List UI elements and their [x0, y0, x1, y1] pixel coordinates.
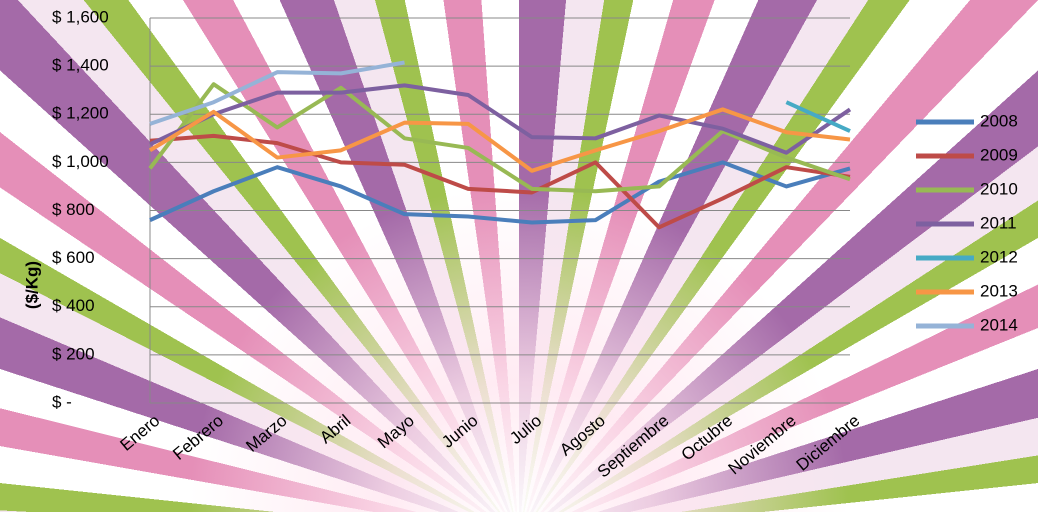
y-tick-label: $ 1,000	[52, 152, 109, 171]
x-tick-label: Abril	[316, 411, 354, 447]
legend-label: 2010	[980, 179, 1018, 198]
y-tick-label: $ 400	[52, 296, 95, 315]
x-tick-label: Febrero	[169, 411, 227, 464]
y-tick-label: $ 1,200	[52, 104, 109, 123]
y-tick-label: $ 600	[52, 248, 95, 267]
y-tick-label: $ 800	[52, 200, 95, 219]
y-tick-label: $ -	[52, 392, 72, 411]
y-tick-label: $ 1,400	[52, 56, 109, 75]
y-tick-label: $ 200	[52, 344, 95, 363]
x-tick-label: Agosto	[556, 411, 609, 460]
series-line	[785, 100, 851, 133]
series-line	[149, 133, 851, 230]
x-tick-label: Noviembre	[725, 411, 800, 478]
legend-label: 2008	[980, 111, 1018, 130]
legend-label: 2014	[980, 315, 1018, 334]
x-tick-label: Octubre	[678, 411, 737, 464]
y-axis-title: ($/Kg)	[22, 261, 41, 309]
x-tick-label: Marzo	[242, 411, 290, 456]
series-line	[149, 83, 852, 155]
series-line	[148, 82, 851, 194]
x-tick-label: Junio	[438, 411, 481, 452]
x-tick-label: Enero	[116, 411, 163, 455]
x-tick-label: Julio	[506, 411, 545, 448]
x-tick-label: Diciembre	[793, 411, 864, 475]
legend-label: 2011	[980, 213, 1017, 232]
series-line	[149, 160, 851, 225]
legend-label: 2009	[980, 145, 1018, 164]
y-tick-label: $ 1,600	[52, 7, 109, 26]
series-line	[149, 60, 405, 126]
series-line	[148, 107, 851, 173]
legend-label: 2012	[980, 247, 1018, 266]
x-tick-label: Mayo	[374, 411, 418, 452]
legend-label: 2013	[980, 281, 1018, 300]
